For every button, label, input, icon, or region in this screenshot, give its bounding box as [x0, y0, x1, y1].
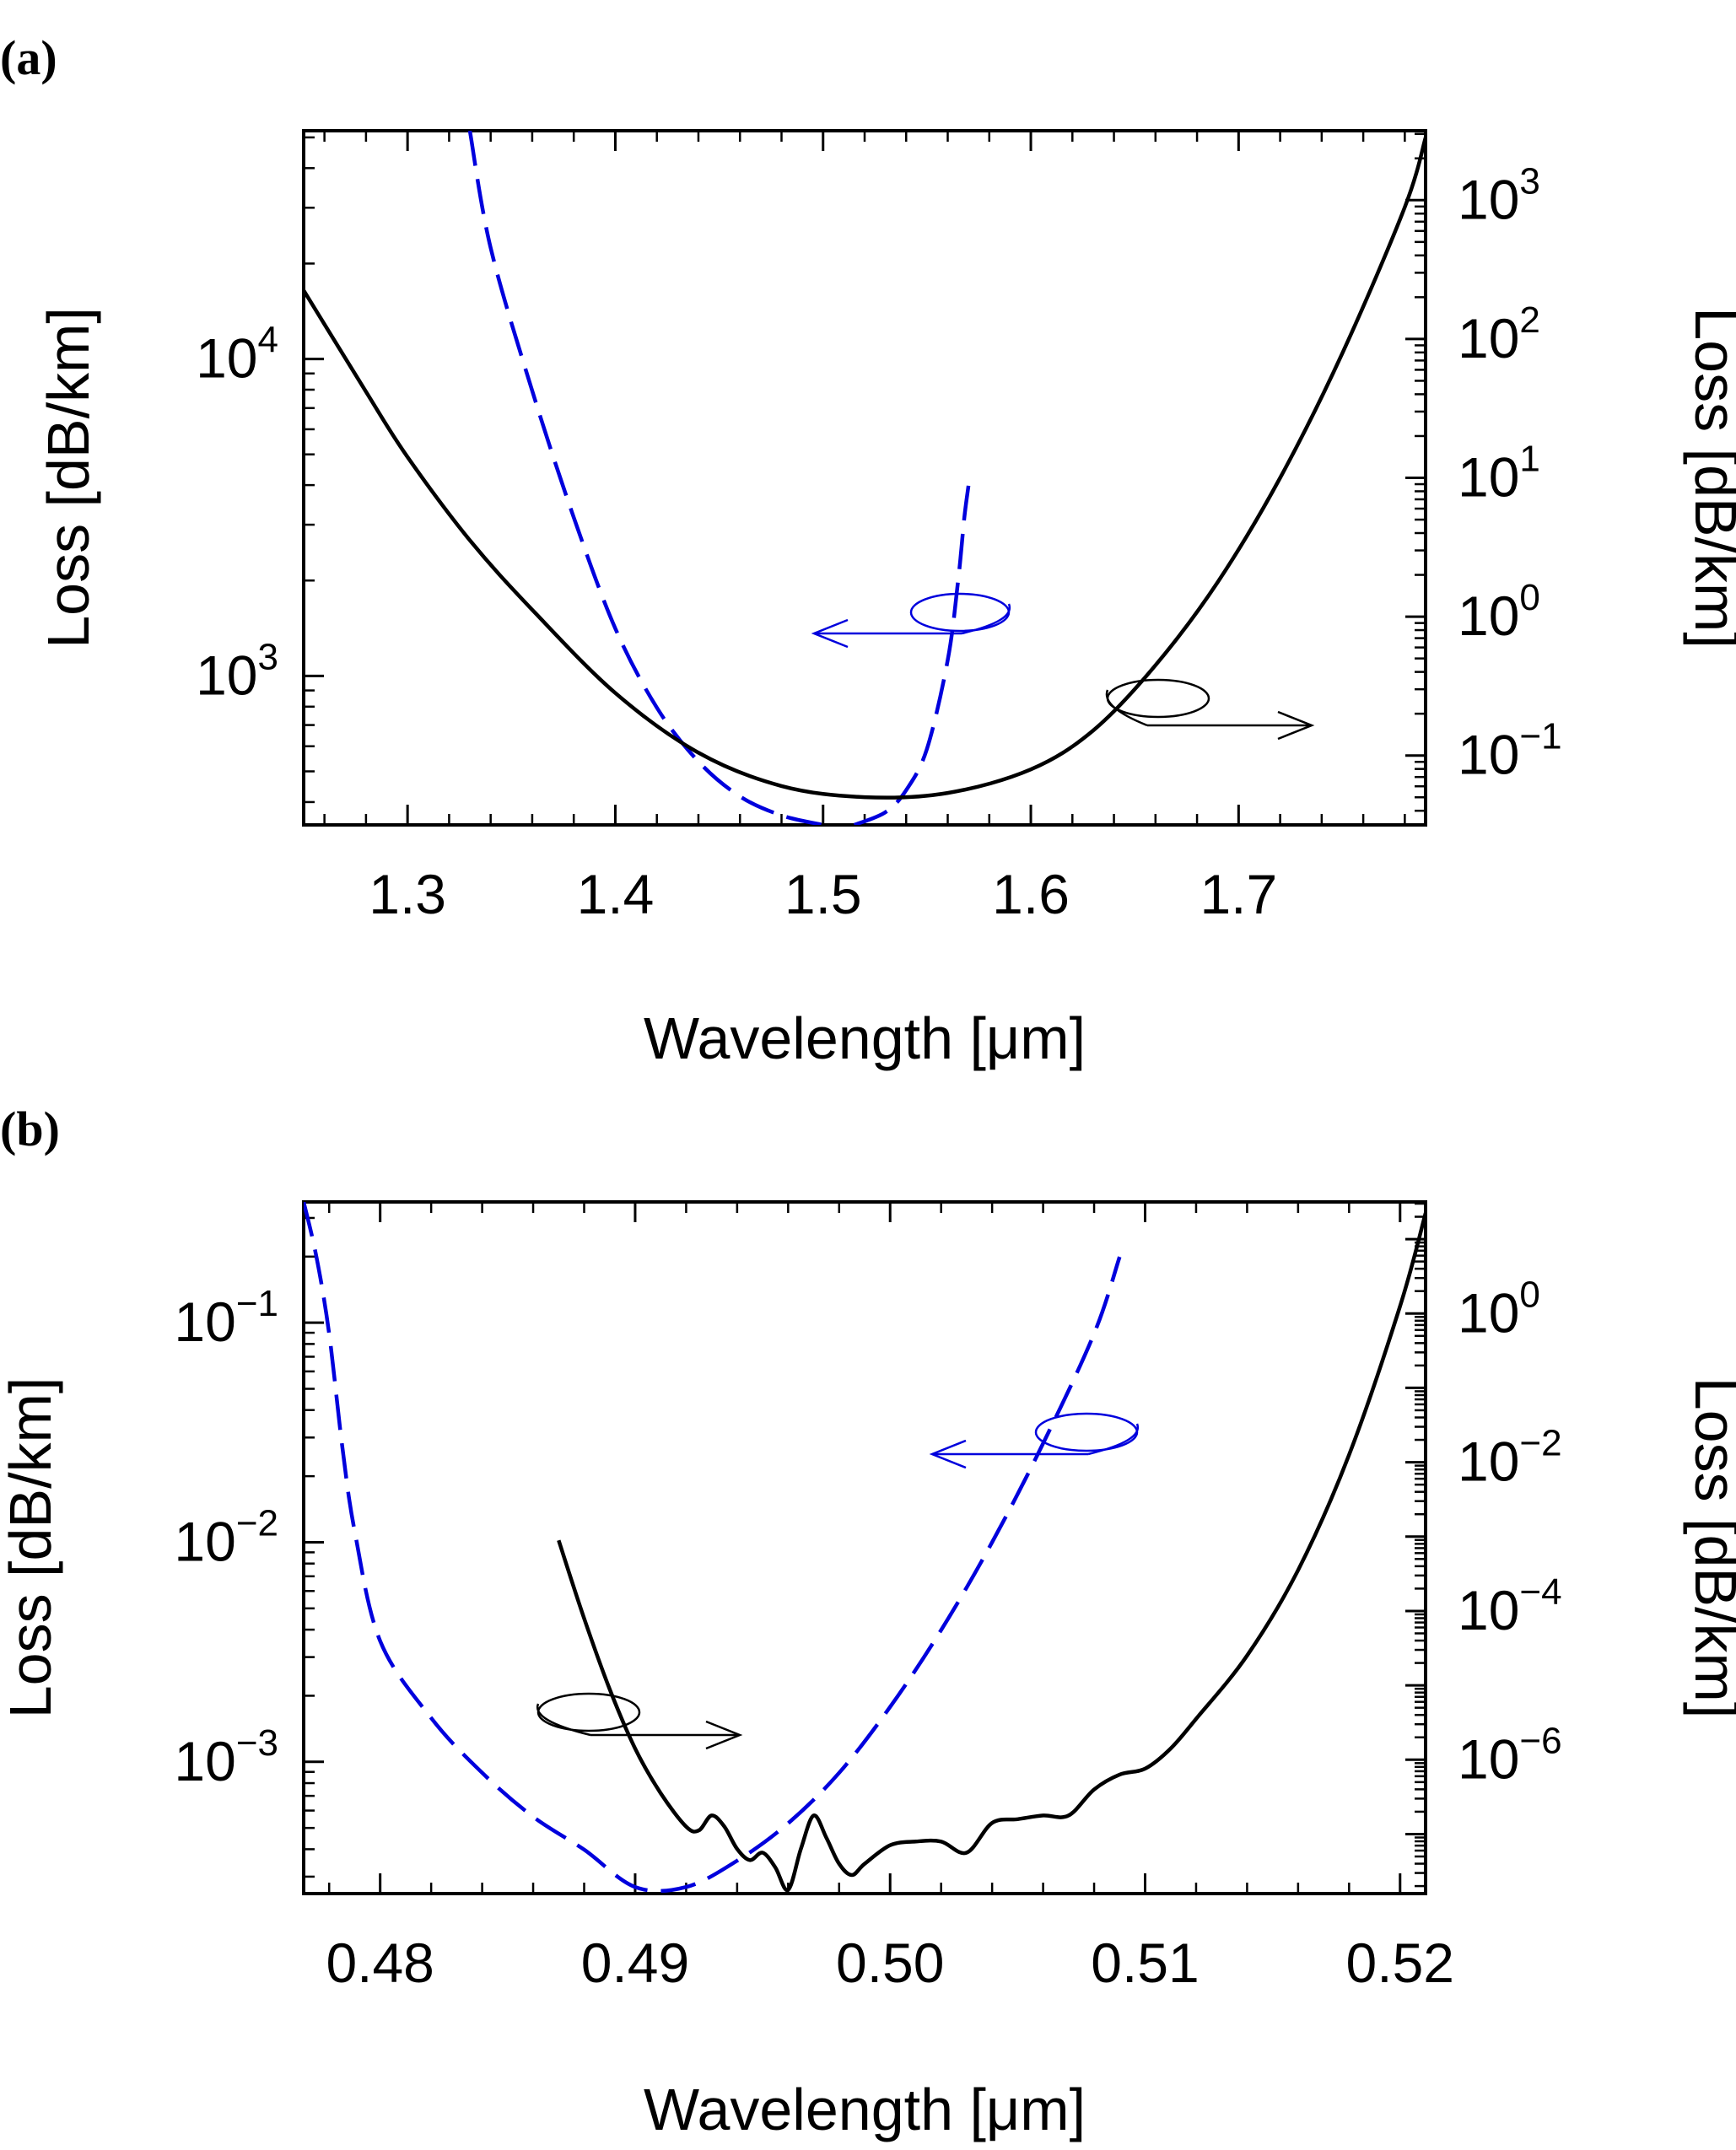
annotation-ellipse: [909, 592, 1011, 633]
x-axis-title: Wavelength [μm]: [644, 2077, 1086, 2142]
tick-exponent: 4: [258, 320, 278, 361]
curves: [304, 1202, 1426, 1894]
tick-exponent: 3: [258, 636, 278, 677]
panel-a: (a)1.3 1.4 1.5 1.6 1.710310410−1100101102103…: [0, 30, 1736, 1071]
annotation-curl: [536, 1703, 591, 1737]
annotation-ellipse: [1106, 678, 1210, 719]
y-left-tick-label: 10−3: [174, 1722, 278, 1792]
arrow-right-icon: [705, 1720, 743, 1750]
annotation-ellipse: [1034, 1412, 1139, 1452]
x-tick-label: 1.5: [784, 863, 862, 925]
tick-base: 10: [196, 327, 257, 390]
y-right-tick-label: 101: [1458, 439, 1540, 509]
tick-base: 10: [1458, 168, 1519, 230]
tick-exponent: −3: [236, 1722, 278, 1764]
y-left-tick-label: 104: [196, 320, 278, 390]
tick-exponent: −2: [1519, 1423, 1561, 1464]
tick-exponent: 2: [1519, 299, 1539, 341]
arrow-left-icon: [929, 1439, 967, 1469]
tick-base: 10: [1458, 307, 1519, 369]
dashed-blue-curve-0: [467, 131, 824, 825]
annotation-ellipse: [536, 1692, 641, 1732]
tick-base: 10: [1458, 1727, 1519, 1790]
panel-b: (b)0.48 0.49 0.50 0.51 0.5210−310−210−110−61…: [0, 1102, 1736, 2142]
tick-exponent: −1: [1519, 716, 1561, 757]
arrow-left-icon: [811, 618, 849, 649]
annotation-right-axis: [536, 1692, 743, 1750]
panel-label: (b): [0, 1102, 60, 1156]
y-right-tick-label: 102: [1458, 299, 1540, 369]
tick-base: 10: [1458, 1579, 1519, 1641]
tick-base: 10: [196, 644, 257, 706]
solid-black-curve-1: [557, 1212, 1426, 1893]
x-tick-label: 0.51: [1091, 1932, 1199, 1994]
curves: [304, 131, 1426, 825]
y-left-tick-label: 10−1: [174, 1283, 278, 1353]
tick-base: 10: [1458, 1431, 1519, 1493]
tick-exponent: 3: [1519, 160, 1539, 202]
panel-label: (a): [0, 30, 57, 85]
y-right-axis-title: Loss [dB/km]: [1683, 1377, 1736, 1719]
annotation-left-axis: [811, 592, 1011, 649]
tick-exponent: 0: [1519, 577, 1539, 618]
y-right-tick-label: 10−6: [1458, 1720, 1562, 1790]
annotation-curl: [961, 603, 1011, 635]
tick-exponent: −2: [236, 1502, 278, 1544]
tick-exponent: 0: [1519, 1274, 1539, 1315]
tick-base: 10: [1458, 585, 1519, 647]
y-right-tick-label: 10−1: [1458, 716, 1562, 786]
y-left-axis-title: Loss [dB/km]: [35, 307, 101, 649]
arrow-right-icon: [1277, 710, 1315, 741]
tick-exponent: 1: [1519, 439, 1539, 480]
y-right-tick-label: 103: [1458, 160, 1540, 230]
tick-base: 10: [1458, 1281, 1519, 1344]
annotation-right-axis: [1105, 678, 1315, 741]
x-tick-label: 1.4: [577, 863, 655, 925]
x-tick-label: 0.49: [581, 1932, 689, 1994]
y-right-tick-label: 100: [1458, 1274, 1540, 1344]
dashed-blue-curve-0: [304, 1202, 1122, 1894]
x-tick-label: 1.6: [992, 863, 1070, 925]
y-right-axis-title: Loss [dB/km]: [1683, 307, 1736, 649]
y-left-axis-title: Loss [dB/km]: [0, 1377, 63, 1719]
x-tick-label: 1.3: [369, 863, 446, 925]
x-tick-label: 0.50: [836, 1932, 944, 1994]
solid-black-curve-2: [304, 137, 1426, 800]
x-axis-title: Wavelength [μm]: [644, 1005, 1086, 1071]
tick-base: 10: [1458, 446, 1519, 509]
y-left-tick-label: 10−2: [174, 1502, 278, 1572]
annotation-curl: [1087, 1423, 1140, 1456]
y-right-tick-label: 10−4: [1458, 1571, 1562, 1641]
y-left-tick-label: 103: [196, 636, 278, 706]
y-right-tick-label: 10−2: [1458, 1423, 1562, 1493]
dashed-blue-curve-1: [853, 485, 971, 825]
x-tick-label: 0.52: [1346, 1932, 1454, 1994]
x-tick-label: 1.7: [1200, 863, 1277, 925]
tick-exponent: −6: [1519, 1720, 1561, 1761]
tick-base: 10: [1458, 724, 1519, 786]
annotation-left-axis: [929, 1412, 1140, 1469]
annotation-curl: [1105, 689, 1148, 727]
x-tick-label: 0.48: [326, 1932, 434, 1994]
tick-base: 10: [174, 1730, 235, 1792]
tick-base: 10: [174, 1510, 235, 1572]
plot-frame: [302, 129, 1427, 827]
plot-frame: [302, 1200, 1427, 1895]
y-right-tick-label: 100: [1458, 577, 1540, 647]
tick-base: 10: [174, 1291, 235, 1353]
tick-exponent: −1: [236, 1283, 278, 1324]
tick-exponent: −4: [1519, 1571, 1561, 1613]
